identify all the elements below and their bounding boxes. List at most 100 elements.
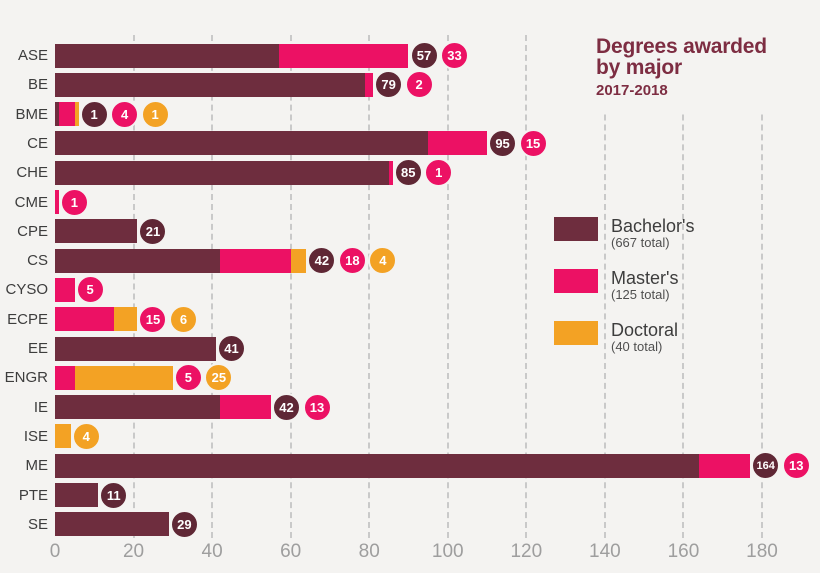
legend-item-bachelors: Bachelor's (667 total) [554, 217, 694, 250]
chart-title-block: Degrees awarded by major 2017-2018 [596, 30, 782, 112]
bar-segment-masters [55, 190, 59, 214]
bar-segment-bachelors [55, 72, 366, 97]
value-badge-bachelors: 21 [138, 216, 168, 246]
value-badge-doctoral: 4 [368, 246, 398, 276]
gridline [289, 35, 292, 538]
gridline [682, 35, 685, 538]
value-badge-masters: 1 [424, 158, 454, 188]
gridline [525, 35, 528, 538]
value-badge-masters: 5 [75, 275, 105, 305]
category-label: CME [14, 193, 48, 211]
category-label: EE [27, 340, 48, 357]
category-label: BE [27, 76, 48, 94]
legend-text-doctoral: Doctoral (40 total) [611, 321, 678, 354]
x-axis-tick-label: 180 [746, 541, 778, 562]
value-badge-masters: 13 [302, 392, 332, 422]
x-axis-tick-label: 120 [510, 541, 543, 562]
bar-segment-masters [428, 131, 488, 156]
bar-segment-bachelors [55, 43, 279, 68]
value-badge-masters: 4 [110, 99, 140, 129]
bar-segment-masters [699, 453, 751, 478]
legend-sublabel: (667 total) [611, 235, 670, 250]
value-badge-bachelors: 41 [217, 334, 247, 363]
bar-segment-bachelors [55, 453, 700, 478]
legend-swatch-masters [554, 269, 598, 293]
bar-segment-bachelors [55, 483, 99, 507]
value-badge-bachelors: 95 [488, 128, 518, 158]
bar-segment-masters [55, 277, 75, 302]
category-label: ENGR [4, 369, 48, 387]
value-badge-bachelors: 42 [307, 246, 337, 276]
value-badge-bachelors: 42 [272, 392, 302, 422]
category-label: IE [33, 398, 48, 416]
value-badge-masters: 15 [138, 304, 168, 334]
category-label: SE [27, 515, 48, 533]
chart-title-line1: Degrees awarded [596, 35, 767, 58]
value-badge-masters: 5 [173, 363, 203, 393]
bar-segment-doctoral [55, 424, 71, 449]
chart-title-line2: by major [596, 56, 682, 79]
bar-segment-doctoral [74, 102, 79, 127]
value-badge-doctoral: 25 [204, 363, 234, 393]
category-label: CPE [17, 222, 48, 240]
bar-segment-masters [55, 365, 75, 390]
x-axis-tick-label: 0 [49, 541, 61, 562]
legend-item-masters: Master's (125 total) [554, 269, 694, 302]
gridline [211, 35, 214, 538]
legend-text-bachelors: Bachelor's (667 total) [611, 217, 694, 250]
legend-text-masters: Master's (125 total) [611, 269, 678, 302]
value-badge-doctoral: 6 [168, 304, 198, 334]
x-axis-tick-label: 140 [589, 541, 621, 562]
bar-segment-bachelors [55, 160, 389, 185]
bar-segment-masters [219, 395, 271, 420]
category-label: ASE [17, 47, 48, 64]
value-badge-masters: 18 [337, 246, 367, 276]
category-label: CS [27, 252, 48, 270]
legend-label: Doctoral [611, 320, 679, 340]
bar-segment-bachelors [55, 131, 429, 156]
value-badge-bachelors: 85 [393, 158, 423, 188]
bar-segment-masters [365, 72, 374, 97]
bar-segment-masters [219, 248, 291, 273]
category-label: ECPE [7, 310, 48, 328]
bar-segment-bachelors [55, 219, 138, 244]
category-label: ME [25, 457, 49, 475]
bar-segment-doctoral [290, 248, 307, 273]
x-axis-tick-label: 100 [431, 541, 464, 562]
value-badge-masters: 15 [518, 128, 548, 158]
x-axis-tick-label: 40 [201, 541, 223, 562]
value-badge-masters: 1 [59, 187, 89, 217]
chart-title: Degrees awarded by major [596, 30, 782, 78]
value-badge-doctoral: 4 [71, 421, 101, 451]
gridline [446, 35, 449, 538]
legend: Bachelor's (667 total) Master's (125 tot… [554, 217, 694, 373]
gridline [132, 35, 135, 538]
legend-item-doctoral: Doctoral (40 total) [554, 321, 694, 354]
category-label: PTE [18, 486, 48, 504]
x-axis-tick-label: 20 [122, 541, 145, 562]
category-label: BME [15, 105, 48, 123]
value-badge-bachelors: 1 [79, 99, 109, 129]
value-badge-bachelors: 29 [169, 509, 199, 539]
x-axis-tick-label: 160 [667, 541, 700, 562]
value-badge-bachelors: 164 [751, 451, 781, 481]
legend-swatch-bachelors [554, 217, 598, 241]
legend-label: Bachelor's [611, 216, 695, 236]
legend-sublabel: (125 total) [611, 287, 670, 302]
bar-segment-bachelors [55, 395, 220, 420]
category-label: CE [27, 134, 48, 152]
value-badge-bachelors: 57 [409, 41, 439, 70]
bar-segment-doctoral [113, 307, 138, 332]
bar-segment-masters [278, 43, 409, 68]
bar-segment-bachelors [55, 248, 220, 273]
bar-segment-bachelors [55, 512, 169, 537]
value-badge-masters: 33 [440, 41, 469, 70]
gridline [368, 35, 371, 538]
value-badge-bachelors: 79 [374, 70, 404, 100]
category-label: CHE [16, 164, 48, 182]
bar-segment-masters [55, 307, 114, 332]
gridline [603, 35, 606, 538]
x-axis-tick-label: 60 [280, 541, 302, 562]
gridline [761, 35, 763, 538]
